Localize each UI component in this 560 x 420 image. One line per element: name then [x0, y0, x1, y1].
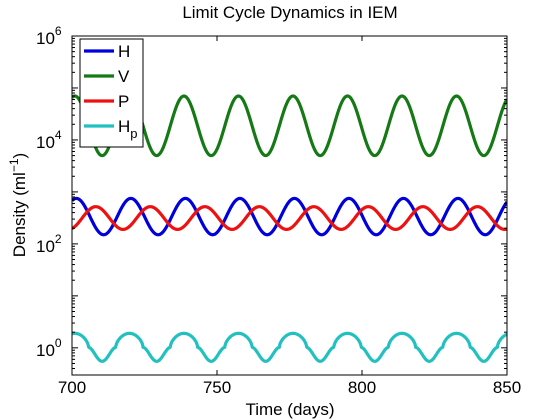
plot-area	[71, 35, 508, 376]
series-line-hp	[72, 331, 507, 363]
y-tick-label-exponent: 2	[55, 232, 62, 246]
series-line-p	[72, 205, 507, 231]
y-tick-label: 104	[36, 128, 62, 152]
y-tick-label-exponent: 4	[55, 128, 62, 142]
series-line-h	[72, 196, 507, 237]
legend-label-text: V	[118, 67, 130, 86]
x-tick-label: 700	[58, 378, 86, 397]
y-tick-label: 102	[36, 232, 62, 256]
x-tick-label: 850	[493, 378, 521, 397]
series-line-v	[72, 94, 507, 158]
legend-label-hp: Hp	[118, 117, 138, 141]
legend-label-h: H	[118, 42, 130, 61]
x-axis-ticks: 700 750 800 850	[58, 36, 521, 397]
plot-frame	[71, 35, 508, 376]
y-tick-label-exponent: 6	[55, 24, 62, 38]
y-tick-label-base: 10	[36, 29, 55, 48]
y-tick-label-base: 10	[36, 133, 55, 152]
x-tick-label: 800	[348, 378, 376, 397]
legend-label-subscript: p	[130, 126, 137, 141]
legend-box	[79, 38, 144, 148]
y-axis-label-base: Density (ml	[10, 172, 29, 257]
y-axis-label: Density (ml−1)	[7, 153, 29, 257]
legend-label-text: H	[118, 117, 130, 136]
y-tick-label-base: 10	[36, 237, 55, 256]
legend-label-text: P	[118, 92, 129, 111]
y-axis-label-exponent: −1	[7, 158, 21, 172]
y-tick-label-exponent: 0	[55, 336, 62, 350]
y-tick-label: 100	[36, 336, 62, 360]
x-axis-label: Time (days)	[245, 400, 334, 419]
legend-label-text: H	[118, 42, 130, 61]
chart-title: Limit Cycle Dynamics in IEM	[182, 3, 397, 22]
y-axis-label-end: )	[10, 153, 29, 159]
x-tick-label: 750	[203, 378, 231, 397]
legend-label-p: P	[118, 92, 129, 111]
y-tick-label-base: 10	[36, 341, 55, 360]
series-lines	[72, 94, 507, 363]
y-tick-label: 106	[36, 24, 62, 48]
legend-label-v: V	[118, 67, 130, 86]
